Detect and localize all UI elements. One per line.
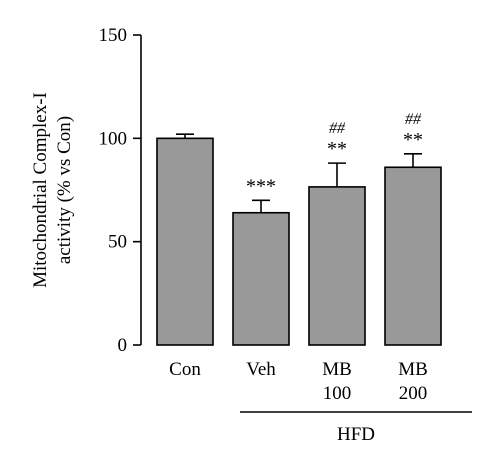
bar bbox=[384, 166, 442, 346]
bars bbox=[156, 133, 442, 346]
y-tick-label: 100 bbox=[99, 128, 128, 149]
y-tick-label: 150 bbox=[99, 25, 128, 46]
significance-annotations: *****##**## bbox=[246, 111, 423, 197]
y-tick-label: 50 bbox=[108, 232, 127, 253]
bar bbox=[232, 211, 290, 346]
significance-marker: ** bbox=[327, 138, 347, 160]
y-tick-label: 0 bbox=[118, 335, 128, 356]
y-axis-label-line: activity (% vs Con) bbox=[54, 116, 75, 264]
category-label: Veh bbox=[246, 359, 276, 380]
category-label: MB bbox=[322, 359, 352, 380]
category-label: 200 bbox=[399, 383, 428, 404]
y-axis-label-line: Mitochondrial Complex-I bbox=[30, 92, 51, 288]
significance-hash-marker: ## bbox=[405, 111, 422, 128]
bar bbox=[156, 137, 214, 346]
significance-hash-marker: ## bbox=[329, 120, 346, 137]
category-label: 100 bbox=[323, 383, 352, 404]
y-axis: 0 50 100 150 Mitochondrial Complex-I activity… bbox=[30, 25, 142, 356]
category-label: MB bbox=[398, 359, 428, 380]
significance-marker: *** bbox=[246, 175, 276, 197]
y-axis-label: Mitochondrial Complex-I activity (% vs Co… bbox=[30, 92, 75, 288]
bar bbox=[308, 186, 366, 346]
significance-marker: ** bbox=[403, 129, 423, 151]
group-bracket: HFD bbox=[240, 411, 472, 445]
group-label: HFD bbox=[337, 424, 375, 445]
x-axis-labels: Con Veh MB 100 MB 200 bbox=[169, 359, 428, 404]
category-label: Con bbox=[169, 359, 201, 380]
